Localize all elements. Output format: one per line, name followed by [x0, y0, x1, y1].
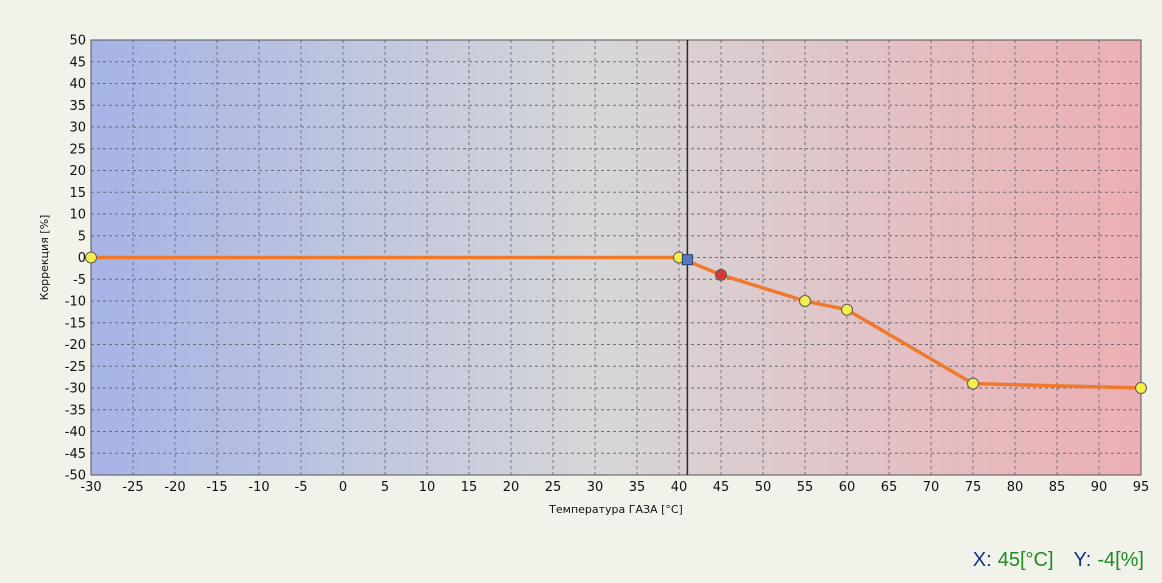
data-point[interactable]	[86, 252, 97, 263]
y-tick-label: -5	[73, 273, 86, 288]
y-tick-label: 40	[69, 77, 86, 92]
y-tick-label: -45	[65, 447, 86, 462]
x-tick-label: -10	[248, 480, 269, 495]
x-tick-label: -20	[164, 480, 185, 495]
x-tick-label: 35	[629, 480, 646, 495]
x-tick-label: 70	[923, 480, 940, 495]
readout-x-label: X:	[973, 549, 992, 572]
data-point[interactable]	[1136, 383, 1147, 394]
x-tick-label: 75	[965, 480, 982, 495]
y-tick-label: -10	[65, 295, 86, 310]
y-tick-label: 10	[69, 208, 86, 223]
y-tick-label: 15	[69, 186, 86, 201]
x-tick-label: -25	[122, 480, 143, 495]
y-axis-ticks: 50454035302520151050-5-10-15-20-25-30-35…	[65, 34, 86, 484]
readout-y-value: -4[%]	[1097, 549, 1144, 572]
y-tick-label: 20	[69, 164, 86, 179]
y-tick-label: 30	[69, 121, 86, 136]
x-tick-label: 5	[381, 480, 389, 495]
x-tick-label: 50	[755, 480, 772, 495]
y-tick-label: 5	[78, 229, 86, 244]
x-tick-label: 55	[797, 480, 814, 495]
x-tick-label: 25	[545, 480, 562, 495]
x-tick-label: -30	[80, 480, 101, 495]
x-tick-label: 45	[713, 480, 730, 495]
x-tick-label: 10	[419, 480, 436, 495]
cursor-readout: X: 45[°C] Y: -4[%]	[973, 549, 1144, 572]
y-axis-title: Коррекция [%]	[38, 215, 51, 301]
y-tick-label: -15	[65, 316, 86, 331]
y-tick-label: 50	[69, 34, 86, 49]
x-tick-label: 95	[1133, 480, 1150, 495]
x-tick-label: 65	[881, 480, 898, 495]
data-point[interactable]	[842, 304, 853, 315]
active-data-point[interactable]	[716, 269, 727, 280]
x-axis-title: Температура ГАЗА [°C]	[548, 503, 683, 516]
data-point[interactable]	[968, 378, 979, 389]
x-tick-label: -5	[295, 480, 308, 495]
y-tick-label: -20	[65, 338, 86, 353]
x-tick-label: 15	[461, 480, 478, 495]
x-tick-label: 0	[339, 480, 347, 495]
x-tick-label: 60	[839, 480, 856, 495]
y-tick-label: -25	[65, 360, 86, 375]
x-tick-label: 80	[1007, 480, 1024, 495]
x-tick-label: 30	[587, 480, 604, 495]
x-tick-label: 90	[1091, 480, 1108, 495]
y-tick-label: 35	[69, 99, 86, 114]
x-tick-label: -15	[206, 480, 227, 495]
x-tick-label: 85	[1049, 480, 1066, 495]
readout-x-value: 45[°C]	[998, 549, 1054, 572]
data-point[interactable]	[800, 296, 811, 307]
y-tick-label: -35	[65, 403, 86, 418]
readout-y-label: Y:	[1074, 549, 1092, 572]
y-tick-label: -30	[65, 382, 86, 397]
x-tick-label: 20	[503, 480, 520, 495]
y-tick-label: 45	[69, 55, 86, 70]
y-tick-label: 25	[69, 142, 86, 157]
x-axis-ticks: -30 -25 -20 -15 -10 -5 0 5 10 15 20 25 30 35 40 45 50 55 6…	[80, 480, 1149, 495]
cursor-marker[interactable]	[682, 255, 692, 265]
y-tick-label: 0	[78, 251, 86, 266]
x-tick-label: 40	[671, 480, 688, 495]
y-tick-label: -40	[65, 425, 86, 440]
